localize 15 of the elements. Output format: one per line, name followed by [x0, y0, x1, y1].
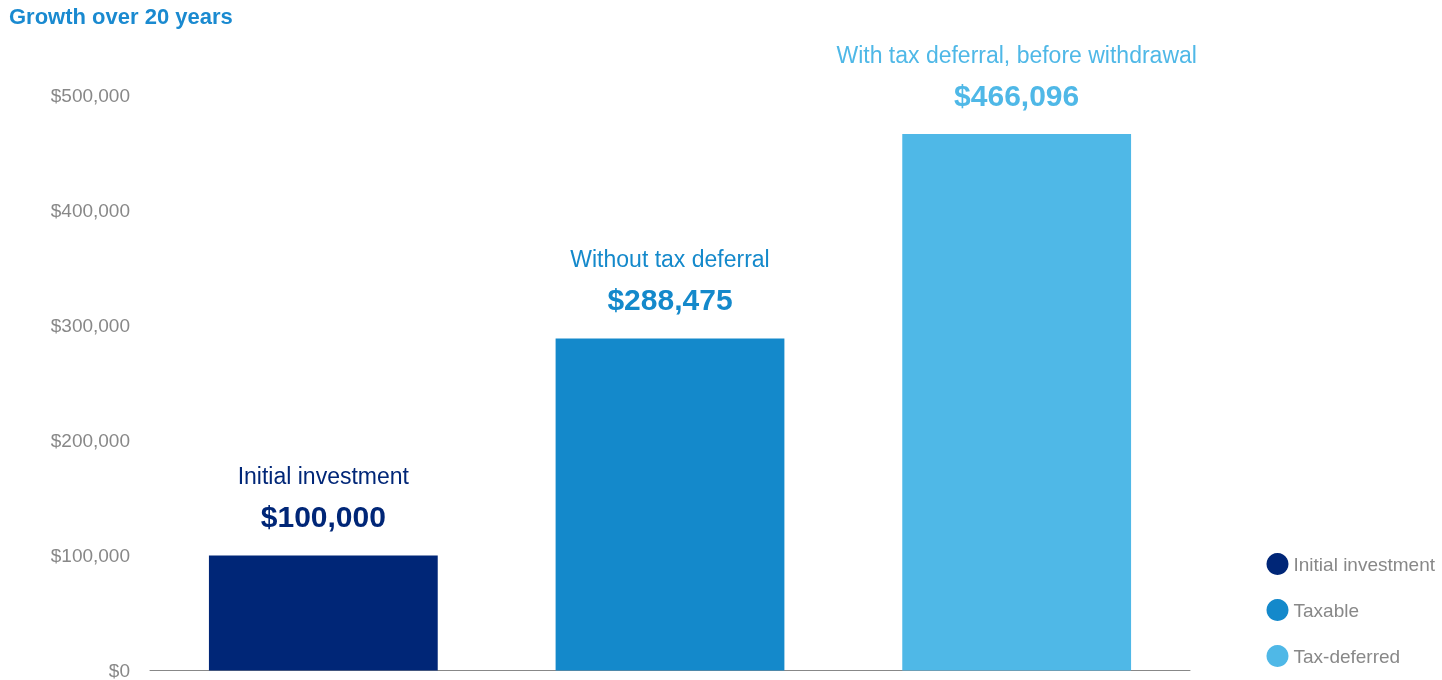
x-tick-label: Without tax deferral [570, 246, 770, 273]
y-tick-label: $100,000 [50, 544, 130, 566]
y-tick-label: $300,000 [50, 314, 130, 336]
x-tick-label: With tax deferral, before withdrawal [836, 42, 1197, 69]
y-tick-label: $400,000 [50, 199, 130, 221]
y-tick-label: $200,000 [50, 429, 130, 451]
legend-label: Tax-deferred [1293, 645, 1401, 667]
legend-label: Taxable [1293, 599, 1359, 621]
data-label: $100,000 [260, 499, 386, 533]
data-label: $288,475 [607, 282, 733, 316]
y-tick-label: $0 [108, 660, 130, 680]
y-tick-label: $500,000 [50, 84, 130, 106]
data-label: $466,096 [954, 78, 1080, 112]
legend-label: Initial investment [1293, 553, 1436, 575]
chart-title: Growth over 20 years [9, 3, 233, 29]
